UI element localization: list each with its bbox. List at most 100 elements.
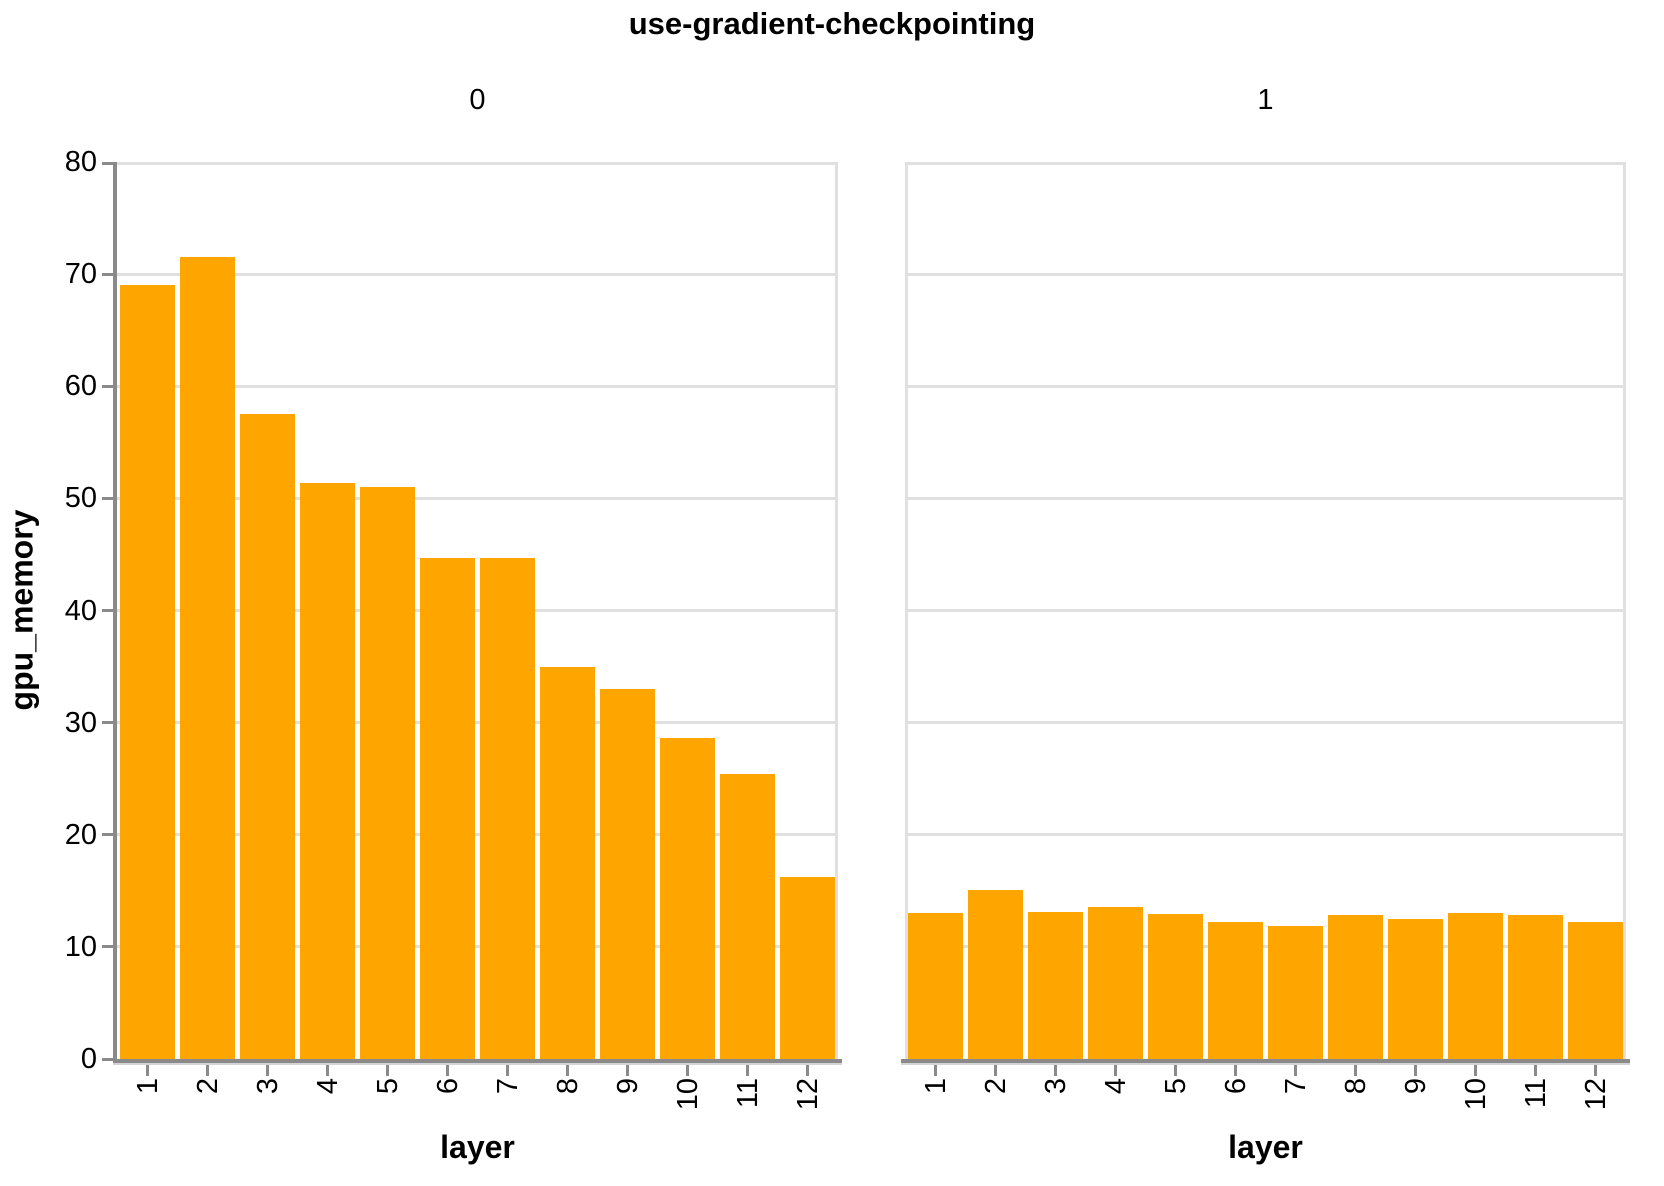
x-tick <box>1174 1065 1177 1076</box>
bar-layer-6 <box>420 557 475 1059</box>
x-tick-label: 1 <box>131 1078 164 1095</box>
gridline <box>117 833 838 837</box>
bar-layer-3 <box>1028 912 1083 1059</box>
y-tick-label: 10 <box>64 930 97 963</box>
bar-layer-8 <box>1328 915 1383 1059</box>
y-tick-label: 80 <box>64 146 97 178</box>
gridline <box>905 945 1626 949</box>
chart-title: use-gradient-checkpointing <box>628 6 1036 41</box>
x-tick <box>746 1065 749 1076</box>
x-axis-line <box>113 1059 842 1063</box>
x-tick <box>386 1065 389 1076</box>
facet-label: 1 <box>1257 84 1274 116</box>
x-tick-label: 7 <box>1279 1078 1312 1095</box>
x-tick-label: 6 <box>431 1078 464 1095</box>
gridline <box>905 721 1626 725</box>
y-tick-label: 30 <box>64 706 97 739</box>
facet-panel: 1 2 3 4 5 6 7 8 9 10 11 12 layer 0 10 20 30 40 50 60 70 80 <box>65 146 842 1165</box>
x-tick <box>206 1065 209 1076</box>
bar-layer-6 <box>1208 922 1263 1059</box>
gridline <box>905 496 1626 500</box>
bar-layer-11 <box>720 774 775 1059</box>
x-tick-label: 2 <box>191 1078 224 1095</box>
x-tick-label: 3 <box>1039 1078 1072 1095</box>
y-tick <box>102 945 113 949</box>
gridline <box>905 384 1626 388</box>
x-tick <box>1594 1065 1597 1076</box>
gridline <box>117 496 838 500</box>
bar-layer-3 <box>240 414 295 1059</box>
x-tick-label: 4 <box>311 1078 344 1095</box>
bar-layer-5 <box>1148 914 1203 1059</box>
y-tick <box>102 162 113 165</box>
y-tick-label: 0 <box>80 1043 97 1075</box>
bar-layer-2 <box>968 889 1023 1059</box>
x-axis-shadow <box>113 1063 842 1065</box>
x-tick-label: 10 <box>1459 1078 1492 1111</box>
y-tick-label: 60 <box>64 370 97 403</box>
x-tick-label: 3 <box>251 1078 284 1095</box>
x-tick-label: 10 <box>671 1078 704 1111</box>
bar-layer-5 <box>360 487 415 1059</box>
x-axis-title: layer <box>1228 1129 1303 1165</box>
gridline <box>117 272 838 276</box>
x-tick <box>566 1065 569 1076</box>
x-tick-label: 5 <box>371 1078 404 1095</box>
y-axis-line <box>113 162 117 1063</box>
bar-layer-7 <box>480 557 535 1059</box>
x-axis-title: layer <box>440 1129 515 1165</box>
x-tick <box>446 1065 449 1076</box>
x-tick-label: 8 <box>551 1078 584 1095</box>
x-tick <box>1354 1065 1357 1076</box>
panel-border <box>835 162 838 1059</box>
x-tick-label: 6 <box>1219 1078 1252 1095</box>
x-tick-label: 7 <box>491 1078 524 1095</box>
x-tick <box>146 1065 149 1076</box>
bar-layer-10 <box>660 738 715 1059</box>
y-tick <box>102 1057 113 1061</box>
y-tick <box>102 384 113 388</box>
gridline <box>905 833 1626 837</box>
gridline <box>905 272 1626 276</box>
bar-layer-9 <box>1388 918 1443 1059</box>
bar-layer-8 <box>540 666 595 1059</box>
x-tick-label: 4 <box>1099 1078 1132 1095</box>
gridline <box>905 609 1626 612</box>
gridline <box>117 384 838 388</box>
x-tick-label: 12 <box>1579 1078 1612 1111</box>
bar-layer-1 <box>908 913 963 1059</box>
x-tick-label: 9 <box>1399 1078 1432 1095</box>
x-tick-label: 11 <box>1519 1078 1552 1109</box>
panel-border <box>1623 162 1626 1059</box>
bar-layer-10 <box>1448 913 1503 1059</box>
x-axis-line <box>901 1059 1630 1063</box>
x-tick <box>626 1065 629 1076</box>
x-tick <box>686 1065 689 1076</box>
x-tick-label: 1 <box>919 1078 952 1095</box>
facet-label: 0 <box>469 84 486 116</box>
x-tick-label: 9 <box>611 1078 644 1095</box>
bar-layer-4 <box>1088 906 1143 1059</box>
gridline <box>905 162 1626 165</box>
x-tick <box>506 1065 509 1076</box>
x-tick <box>326 1065 329 1076</box>
y-tick-label: 40 <box>64 594 97 627</box>
x-tick <box>806 1065 809 1076</box>
y-tick <box>102 609 113 612</box>
y-tick <box>102 496 113 500</box>
x-tick <box>266 1065 269 1076</box>
gridline <box>117 721 838 725</box>
x-tick <box>1054 1065 1057 1076</box>
y-tick <box>102 272 113 276</box>
x-tick-label: 8 <box>1339 1078 1372 1095</box>
x-tick-label: 11 <box>731 1078 764 1109</box>
x-tick <box>1234 1065 1237 1076</box>
x-tick <box>1294 1065 1297 1076</box>
x-tick <box>1114 1065 1117 1076</box>
x-tick <box>994 1065 997 1076</box>
bar-layer-4 <box>300 482 355 1059</box>
gridline <box>117 945 838 949</box>
gridline <box>117 162 838 165</box>
facet-panel: 1 2 3 4 5 6 7 8 9 10 11 12 layer <box>901 162 1630 1165</box>
